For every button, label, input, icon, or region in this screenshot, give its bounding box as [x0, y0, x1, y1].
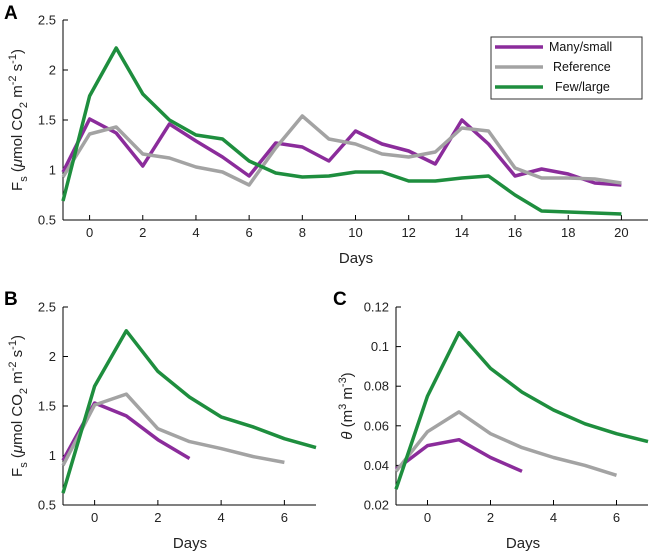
- x-tick-label: 0: [424, 510, 431, 525]
- x-tick-label: 2: [154, 510, 161, 525]
- y-label-theta: θ: [339, 432, 356, 440]
- y-label-m-sup: -2: [7, 75, 19, 85]
- y-label-m: m: [9, 85, 26, 102]
- series-line-reference: [394, 410, 618, 477]
- y-label-s-sup: -1: [7, 340, 19, 350]
- y-label-s-sup: -1: [7, 54, 19, 64]
- x-tick-label: 0: [86, 225, 93, 240]
- y-label-m: m: [9, 371, 26, 388]
- x-tick-label: 16: [508, 225, 522, 240]
- x-tick-label: 18: [561, 225, 575, 240]
- y-tick-label: 0.1: [371, 339, 389, 354]
- y-tick-label: 2: [49, 349, 56, 364]
- x-tick-label: 2: [487, 510, 494, 525]
- x-tick-label: 12: [401, 225, 415, 240]
- y-label-m2-sup: -3: [337, 377, 349, 387]
- x-tick-label: 4: [192, 225, 199, 240]
- x-tick-label: 14: [455, 225, 469, 240]
- panel-c-x-label: Days: [506, 535, 540, 552]
- x-tick-label: 10: [348, 225, 362, 240]
- x-tick-label: 6: [613, 510, 620, 525]
- y-tick-label: 1: [49, 448, 56, 463]
- panel-a-letter: A: [4, 3, 18, 24]
- y-tick-label: 0.04: [364, 458, 389, 473]
- y-label-mid: m: [339, 387, 356, 404]
- panel-b-letter: B: [4, 289, 18, 310]
- y-tick-label: 0.02: [364, 498, 389, 513]
- y-label-unit: mol CO: [9, 394, 26, 445]
- y-label-open: (m: [339, 410, 356, 432]
- legend-label-reference: Reference: [553, 60, 611, 74]
- series-line-few-large: [394, 330, 649, 490]
- y-tick-label: 1: [49, 163, 56, 178]
- y-label-open: (: [9, 453, 26, 462]
- x-tick-label: 0: [91, 510, 98, 525]
- series-line-many-small: [394, 437, 523, 473]
- y-label-co2-sub: 2: [18, 102, 30, 108]
- y-tick-label: 1.5: [38, 113, 56, 128]
- y-label-m-sup: -2: [7, 361, 19, 371]
- y-label-mu: μ: [9, 445, 26, 454]
- y-label-open: (: [9, 167, 26, 176]
- panel-a-y-label: Fs (μmol CO2 m-2 s-1): [7, 49, 30, 191]
- panel-b-y-label: Fs (μmol CO2 m-2 s-1): [7, 335, 30, 477]
- legend: Many/small Reference Few/large: [490, 36, 643, 100]
- x-tick-label: 4: [218, 510, 225, 525]
- legend-label-many-small: Many/small: [549, 40, 612, 54]
- series-line-reference: [61, 114, 622, 187]
- y-label-s: s: [9, 64, 26, 76]
- y-label-s: s: [9, 350, 26, 362]
- panel-c-y-label: θ (m3 m-3): [337, 372, 356, 439]
- y-label-close: ): [9, 335, 26, 340]
- y-label-sub: s: [18, 462, 30, 468]
- x-tick-label: 20: [614, 225, 628, 240]
- y-tick-label: 2.5: [38, 13, 56, 28]
- y-tick-label: 0.06: [364, 418, 389, 433]
- y-tick-label: 2.5: [38, 300, 56, 315]
- y-label-mu: μ: [9, 159, 26, 168]
- panel-a: A 0.511.522.5 0 2 4 6 8 10 12 14 16 18 20 Days Fs …: [4, 3, 648, 267]
- y-tick-label: 2: [49, 63, 56, 78]
- y-tick-label: 0.08: [364, 379, 389, 394]
- y-tick-label: 0.12: [364, 300, 389, 315]
- y-label-m-sup: 3: [337, 404, 349, 410]
- x-tick-label: 6: [281, 510, 288, 525]
- y-tick-label: 0.5: [38, 213, 56, 228]
- panel-a-x-label: Days: [339, 250, 373, 267]
- y-label-unit: mol CO: [9, 108, 26, 159]
- x-tick-label: 4: [550, 510, 557, 525]
- series-line-reference: [61, 392, 285, 467]
- panel-b-x-label: Days: [173, 535, 207, 552]
- x-tick-label: 6: [246, 225, 253, 240]
- y-label-co2-sub: 2: [18, 388, 30, 394]
- series-line-few-large: [61, 46, 622, 216]
- x-tick-label: 2: [139, 225, 146, 240]
- x-tick-label: 8: [299, 225, 306, 240]
- series-line-few-large: [61, 329, 317, 494]
- y-label-sub: s: [18, 176, 30, 182]
- y-label-close: ): [339, 372, 356, 377]
- y-label-var: F: [9, 182, 26, 191]
- panel-c: C 0.02 0.04 0.06 0.08 0.1 0.12 0 2 4 6 Days θ (m…: [333, 289, 649, 552]
- legend-label-few-large: Few/large: [555, 80, 610, 94]
- panel-c-letter: C: [333, 289, 347, 310]
- y-tick-label: 1.5: [38, 399, 56, 414]
- y-label-var: F: [9, 468, 26, 477]
- y-tick-label: 0.5: [38, 498, 56, 513]
- y-label-close: ): [9, 49, 26, 54]
